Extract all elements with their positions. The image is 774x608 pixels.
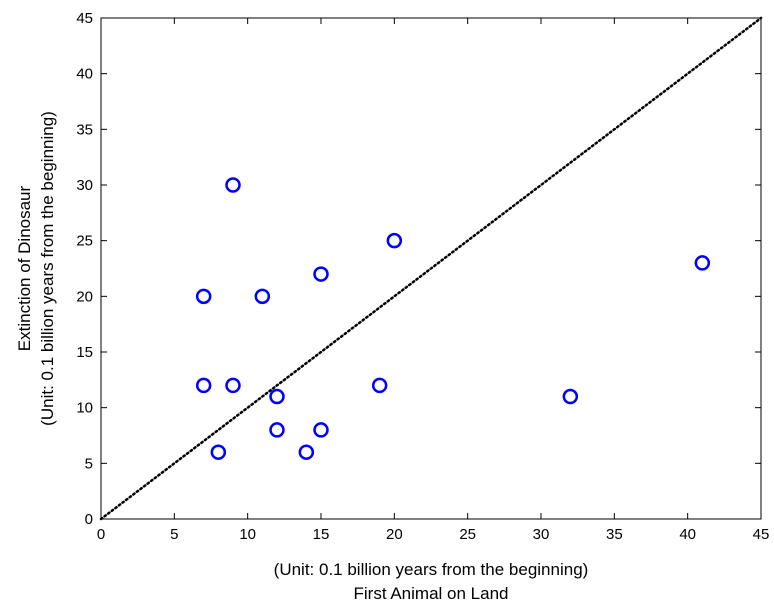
- x-axis-label-line-2: First Animal on Land: [354, 584, 509, 603]
- x-tick-label: 45: [753, 526, 770, 543]
- plot-axes: [100, 17, 762, 520]
- data-point: [195, 377, 212, 394]
- y-tick-label: 35: [76, 121, 93, 138]
- data-point: [562, 388, 579, 405]
- x-tick-label: 15: [313, 526, 330, 543]
- data-points: [195, 177, 711, 460]
- y-tick-label: 15: [76, 344, 93, 361]
- y-tick-label: 5: [85, 455, 93, 472]
- y-tick-label: 40: [76, 66, 93, 83]
- y-tick-label: 45: [76, 10, 93, 27]
- reference-line-group: [99, 16, 763, 521]
- y-tick-label: 0: [85, 511, 93, 528]
- data-point: [225, 377, 241, 394]
- y-axis-label-line-1: Extinction of Dinosaur: [15, 185, 34, 351]
- y-tick-label: 25: [76, 233, 93, 250]
- y-tick-label: 10: [76, 400, 93, 417]
- data-point: [225, 177, 241, 193]
- y-tick-label: 20: [76, 288, 93, 305]
- x-tick-label: 10: [239, 526, 256, 543]
- data-point: [386, 232, 403, 249]
- plot-frame: [100, 17, 762, 520]
- data-point: [313, 266, 329, 282]
- x-tick-label: 40: [679, 526, 696, 543]
- reference-line: [99, 16, 763, 521]
- x-tick-label: 25: [459, 526, 476, 543]
- x-tick-label: 20: [386, 526, 403, 543]
- x-tick-label: 35: [606, 526, 623, 543]
- y-tick-labels: 0 5 10 15 20 25 30 35 40 45: [76, 10, 93, 528]
- data-point: [269, 422, 285, 438]
- x-tick-label: 30: [533, 526, 550, 543]
- x-tick-label: 0: [97, 526, 105, 543]
- y-tick-label: 30: [76, 177, 93, 194]
- x-axis-label-line-1: (Unit: 0.1 billion years from the beginn…: [274, 560, 589, 579]
- data-point: [371, 377, 388, 394]
- data-point: [195, 288, 212, 305]
- data-point: [694, 255, 711, 271]
- data-point: [298, 444, 315, 460]
- data-point: [313, 422, 329, 438]
- x-tick-label: 5: [170, 526, 178, 543]
- y-axis-label-line-2: (Unit: 0.1 billion years from the beginn…: [38, 111, 57, 426]
- data-point: [210, 444, 227, 460]
- data-point: [254, 288, 271, 305]
- x-tick-labels: 0 5 10 15 20 25 30 35 40 45: [97, 526, 770, 543]
- data-point: [269, 388, 285, 405]
